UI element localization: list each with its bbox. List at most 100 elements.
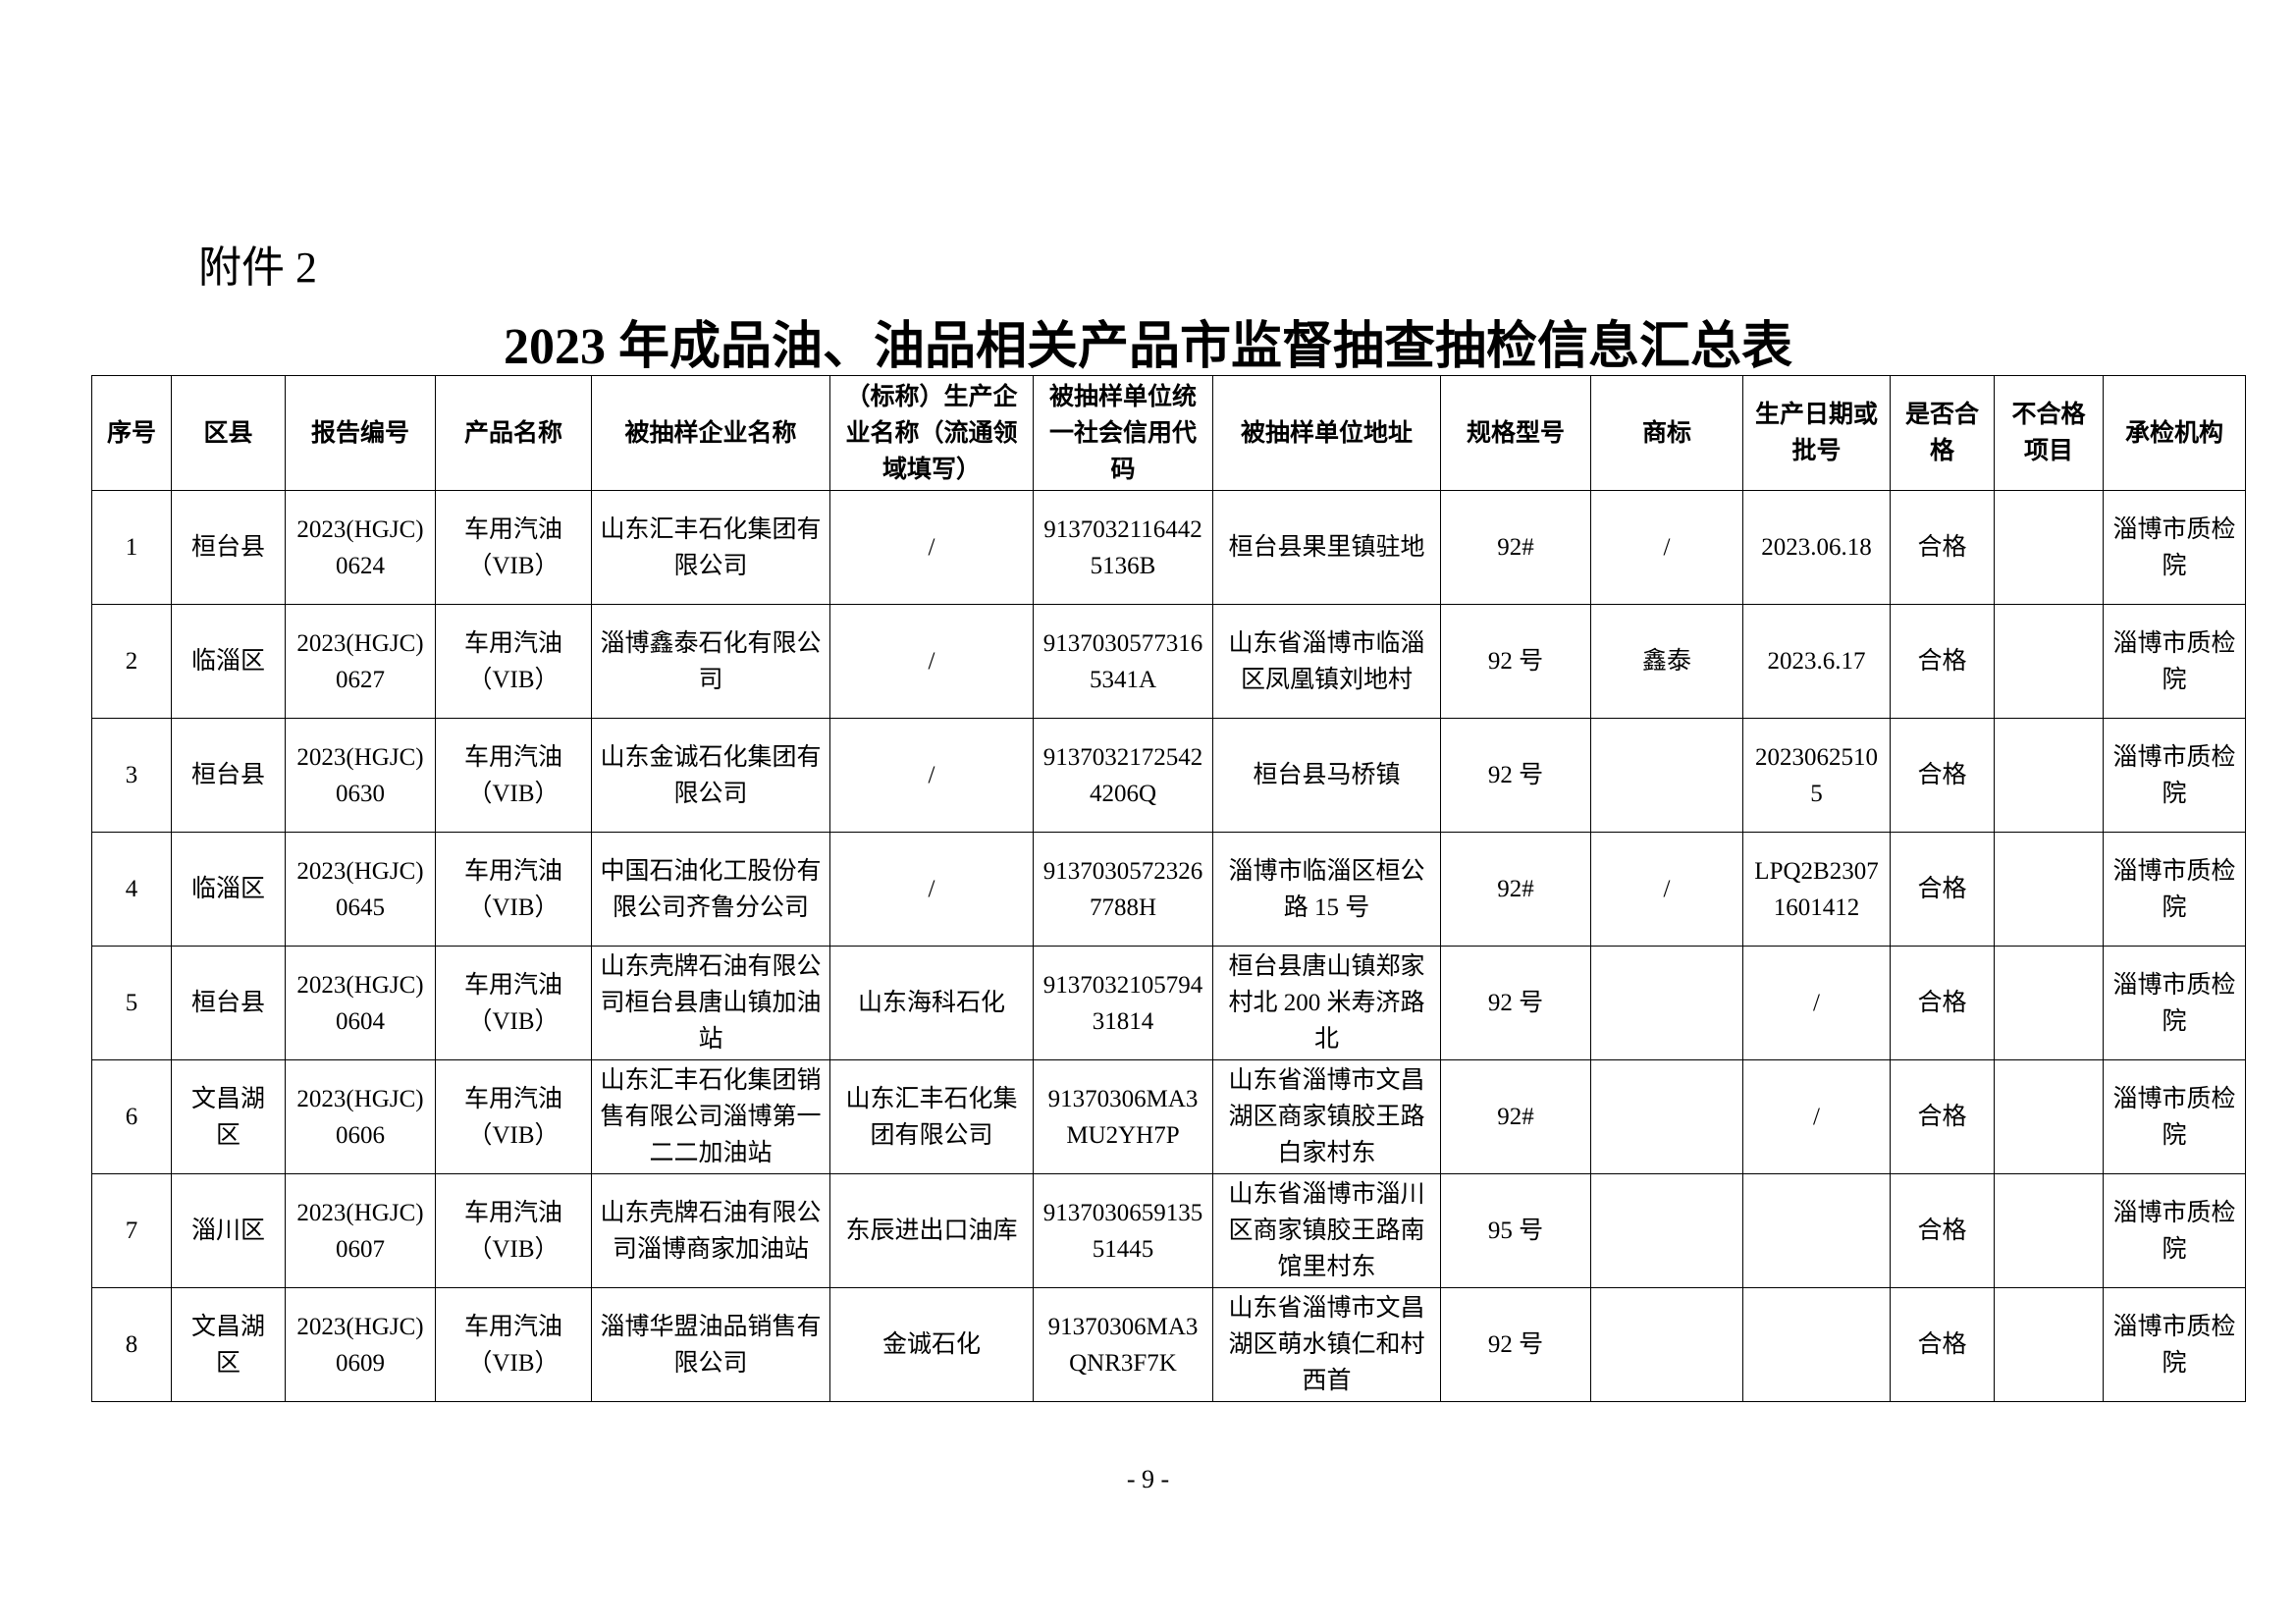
- table-cell: 桓台县: [171, 718, 286, 833]
- table-cell: 车用汽油（VIB）: [435, 1173, 592, 1288]
- table-cell: 文昌湖区: [171, 1287, 286, 1402]
- summary-table: 序号 区县 报告编号 产品名称 被抽样企业名称 （标称）生产企业名称（流通领域填写） 被抽样…: [91, 375, 2246, 1402]
- table-cell: 1: [91, 490, 172, 605]
- column-header: 报告编号: [285, 375, 436, 491]
- table-cell: 车用汽油（VIB）: [435, 1059, 592, 1174]
- table-row: 3 桓台县 2023(HGJC)0630 车用汽油（VIB） 山东金诚石化集团有限公司 /…: [91, 718, 2246, 833]
- column-header: 商标: [1590, 375, 1743, 491]
- attachment-label: 附件 2: [198, 244, 317, 292]
- column-header: 承检机构: [2103, 375, 2246, 491]
- table-cell: 合格: [1890, 832, 1995, 947]
- table-cell: 车用汽油（VIB）: [435, 718, 592, 833]
- table-cell: 92#: [1440, 1059, 1591, 1174]
- table-cell: 2023(HGJC)0609: [285, 1287, 436, 1402]
- table-cell: 6: [91, 1059, 172, 1174]
- table-cell: 淄博市质检院: [2103, 946, 2246, 1060]
- table-cell: 山东金诚石化集团有限公司: [591, 718, 830, 833]
- table-cell: /: [1590, 832, 1743, 947]
- table-cell: 淄博市质检院: [2103, 832, 2246, 947]
- column-header: 被抽样单位地址: [1212, 375, 1441, 491]
- table-cell: 92 号: [1440, 946, 1591, 1060]
- table-cell: [1994, 604, 2104, 719]
- table-cell: [1742, 1173, 1891, 1288]
- table-cell: 913703210579431814: [1033, 946, 1213, 1060]
- table-cell: 91370306MA3QNR3F7K: [1033, 1287, 1213, 1402]
- table-cell: [1994, 718, 2104, 833]
- table-cell: 91370305723267788H: [1033, 832, 1213, 947]
- table-cell: /: [829, 604, 1034, 719]
- table-cell: 20230625105: [1742, 718, 1891, 833]
- table-cell: 临淄区: [171, 604, 286, 719]
- table-cell: 淄博市质检院: [2103, 490, 2246, 605]
- table-cell: 山东壳牌石油有限公司淄博商家加油站: [591, 1173, 830, 1288]
- table-cell: 淄博市临淄区桓公路 15 号: [1212, 832, 1441, 947]
- table-cell: /: [829, 832, 1034, 947]
- table-cell: 桓台县马桥镇: [1212, 718, 1441, 833]
- table-cell: [1994, 832, 2104, 947]
- table-cell: 合格: [1890, 718, 1995, 833]
- table-cell: /: [829, 718, 1034, 833]
- table-cell: 桓台县唐山镇郑家村北 200 米寿济路北: [1212, 946, 1441, 1060]
- table-cell: 山东省淄博市临淄区凤凰镇刘地村: [1212, 604, 1441, 719]
- page-number: - 9 -: [1126, 1465, 1170, 1493]
- column-header: 不合格项目: [1994, 375, 2104, 491]
- column-header: 产品名称: [435, 375, 592, 491]
- table-cell: 2023(HGJC)0606: [285, 1059, 436, 1174]
- table-cell: 淄博市质检院: [2103, 718, 2246, 833]
- table-cell: [1742, 1287, 1891, 1402]
- table-cell: 临淄区: [171, 832, 286, 947]
- table-cell: 车用汽油（VIB）: [435, 832, 592, 947]
- table-cell: 鑫泰: [1590, 604, 1743, 719]
- table-cell: /: [1590, 490, 1743, 605]
- table-row: 5 桓台县 2023(HGJC)0604 车用汽油（VIB） 山东壳牌石油有限公司桓台县…: [91, 946, 2246, 1060]
- table-cell: 中国石油化工股份有限公司齐鲁分公司: [591, 832, 830, 947]
- column-header: 序号: [91, 375, 172, 491]
- table-cell: 山东汇丰石化集团销售有限公司淄博第一二二加油站: [591, 1059, 830, 1174]
- table-cell: 桓台县果里镇驻地: [1212, 490, 1441, 605]
- table-cell: 山东海科石化: [829, 946, 1034, 1060]
- table-cell: 2023(HGJC)0645: [285, 832, 436, 947]
- table-cell: 合格: [1890, 1059, 1995, 1174]
- table-cell: [1994, 490, 2104, 605]
- table-cell: 2023(HGJC)0630: [285, 718, 436, 833]
- table-cell: 92 号: [1440, 1287, 1591, 1402]
- table-cell: 淄博市质检院: [2103, 1173, 2246, 1288]
- column-header: 区县: [171, 375, 286, 491]
- table-cell: 2023.6.17: [1742, 604, 1891, 719]
- table-cell: 金诚石化: [829, 1287, 1034, 1402]
- table-cell: 合格: [1890, 1173, 1995, 1288]
- table-cell: 车用汽油（VIB）: [435, 946, 592, 1060]
- table-cell: 合格: [1890, 490, 1995, 605]
- table-cell: 2023(HGJC)0624: [285, 490, 436, 605]
- table-cell: [1590, 946, 1743, 1060]
- table-cell: 合格: [1890, 604, 1995, 719]
- table-cell: 淄博市质检院: [2103, 604, 2246, 719]
- table-cell: 92 号: [1440, 718, 1591, 833]
- table-cell: [1994, 1173, 2104, 1288]
- table-cell: 山东汇丰石化集团有限公司: [829, 1059, 1034, 1174]
- table-cell: 92#: [1440, 832, 1591, 947]
- table-cell: 3: [91, 718, 172, 833]
- table-cell: 913703065913551445: [1033, 1173, 1213, 1288]
- table-row: 8 文昌湖区 2023(HGJC)0609 车用汽油（VIB） 淄博华盟油品销售有限公司…: [91, 1287, 2246, 1402]
- table-cell: [1994, 1059, 2104, 1174]
- table-cell: [1994, 946, 2104, 1060]
- table-cell: 7: [91, 1173, 172, 1288]
- table-cell: 4: [91, 832, 172, 947]
- table-cell: 91370321164425136B: [1033, 490, 1213, 605]
- table-cell: 车用汽油（VIB）: [435, 1287, 592, 1402]
- table-cell: 桓台县: [171, 490, 286, 605]
- table-cell: 东辰进出口油库: [829, 1173, 1034, 1288]
- table-cell: [1590, 718, 1743, 833]
- table-row: 1 桓台县 2023(HGJC)0624 车用汽油（VIB） 山东汇丰石化集团有限公司 /…: [91, 490, 2246, 605]
- table-cell: 95 号: [1440, 1173, 1591, 1288]
- column-header: （标称）生产企业名称（流通领域填写）: [829, 375, 1034, 491]
- table-cell: 山东汇丰石化集团有限公司: [591, 490, 830, 605]
- table-cell: 淄博华盟油品销售有限公司: [591, 1287, 830, 1402]
- column-header: 规格型号: [1440, 375, 1591, 491]
- table-cell: [1994, 1287, 2104, 1402]
- table-cell: 山东省淄博市文昌湖区商家镇胶王路白家村东: [1212, 1059, 1441, 1174]
- table-row: 2 临淄区 2023(HGJC)0627 车用汽油（VIB） 淄博鑫泰石化有限公司/91…: [91, 604, 2246, 719]
- table-cell: 淄博市质检院: [2103, 1287, 2246, 1402]
